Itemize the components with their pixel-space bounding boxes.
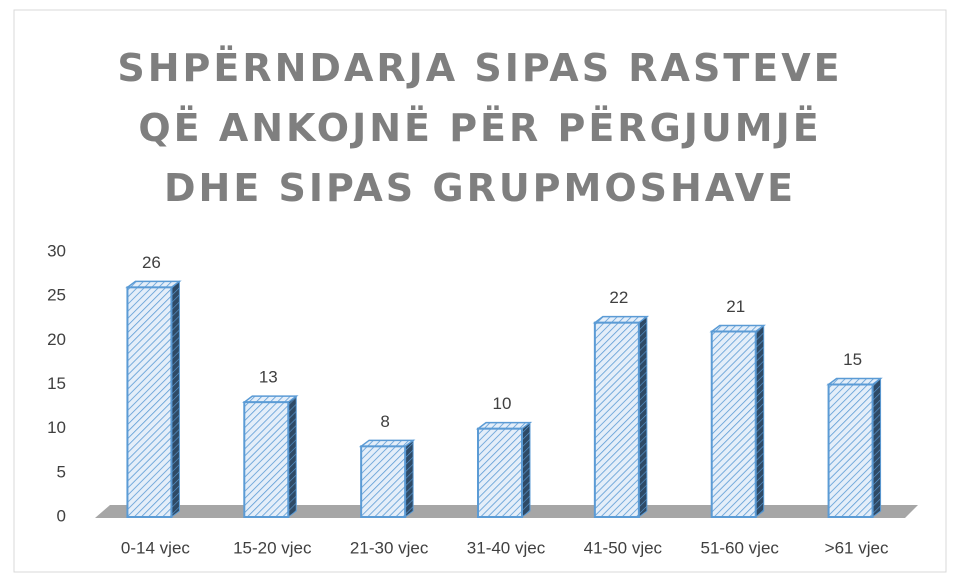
bar-side <box>404 439 414 518</box>
bar-side <box>755 324 765 518</box>
y-tick-label: 15 <box>47 374 66 393</box>
y-tick-label: 5 <box>57 462 66 481</box>
bar-side <box>872 377 882 518</box>
data-label: 15 <box>843 350 862 369</box>
bar <box>593 321 640 518</box>
bar <box>477 427 523 518</box>
y-tick-label: 30 <box>47 241 66 260</box>
x-tick-label: 31-40 vjec <box>467 538 546 557</box>
x-tick-label: 21-30 vjec <box>350 538 429 557</box>
data-label: 8 <box>380 412 389 431</box>
y-tick-label: 20 <box>47 330 66 349</box>
data-label: 10 <box>493 394 512 413</box>
chart-title: SHPËRNDARJA SIPAS RASTEVE QË ANKOJNË PËR… <box>117 46 843 210</box>
x-tick-label: 0-14 vjec <box>121 538 190 557</box>
y-tick-label: 10 <box>47 418 66 437</box>
bar <box>243 401 290 518</box>
bar <box>710 330 757 518</box>
chart-border <box>13 9 947 573</box>
data-label: 13 <box>259 368 278 387</box>
y-tick-label: 25 <box>47 286 66 305</box>
data-label: 21 <box>726 297 745 316</box>
data-label: 22 <box>609 288 628 307</box>
bar <box>126 286 173 519</box>
bar-side <box>170 280 180 518</box>
x-tick-label: >61 vjec <box>825 538 889 557</box>
bar <box>360 445 407 519</box>
y-tick-label: 0 <box>57 506 66 525</box>
bar <box>827 383 874 518</box>
bar-side <box>638 315 648 518</box>
bar-side <box>521 421 531 518</box>
x-tick-label: 41-50 vjec <box>584 538 663 557</box>
bar-side <box>287 395 297 518</box>
data-label: 26 <box>142 253 161 272</box>
x-tick-label: 15-20 vjec <box>233 538 312 557</box>
x-tick-label: 51-60 vjec <box>700 538 779 557</box>
